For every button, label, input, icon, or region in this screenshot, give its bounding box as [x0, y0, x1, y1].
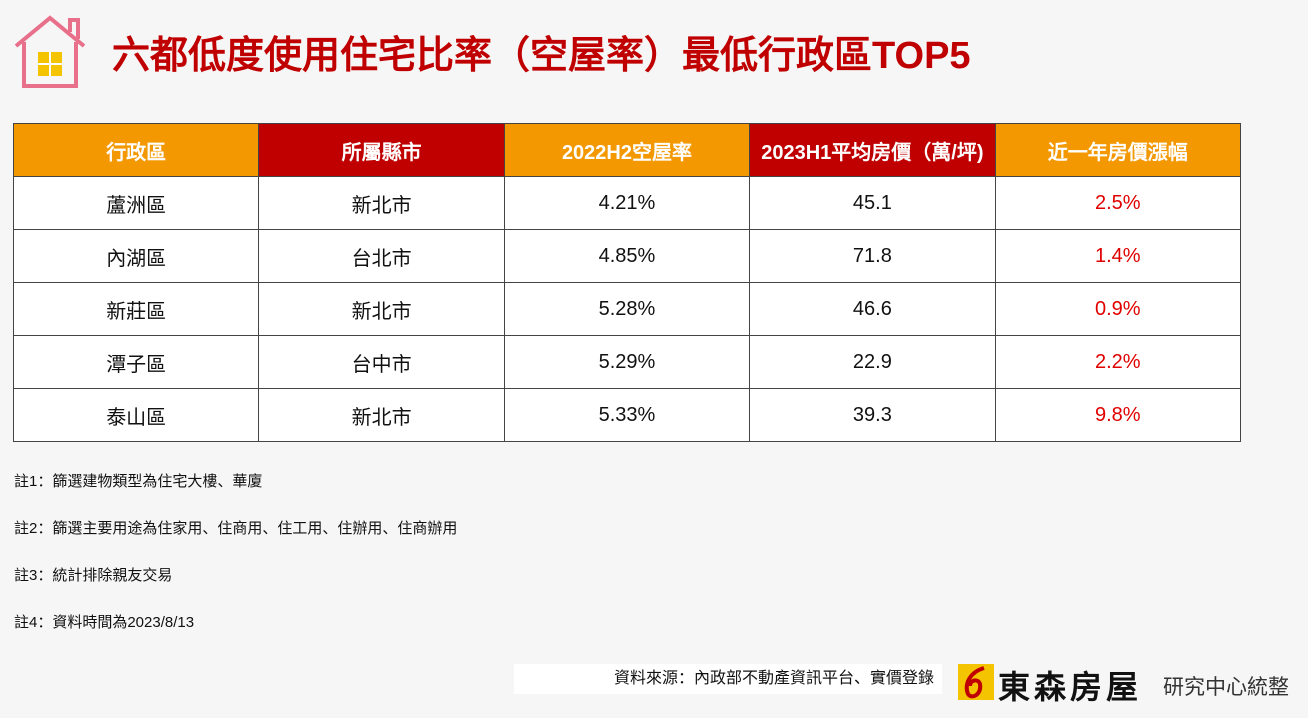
brand-name: 東森房屋 — [998, 669, 1143, 705]
table-cell: 4.85% — [503, 229, 751, 283]
brand-logo — [958, 664, 994, 700]
table-row: 內湖區 台北市 4.85% 71.8 1.4% — [12, 229, 1242, 283]
header-cell: 所屬縣市 — [258, 123, 505, 177]
table-cell: 45.1 — [749, 176, 996, 230]
table-cell: 泰山區 — [12, 388, 260, 442]
table-cell: 新北市 — [258, 282, 505, 336]
header-cell: 近一年房價漲幅 — [994, 123, 1242, 177]
table-cell: 22.9 — [749, 335, 996, 389]
table-cell: 台北市 — [258, 229, 505, 283]
note: 註1：篩選建物類型為住宅大樓、華廈 — [14, 473, 263, 490]
table-row: 潭子區 台中市 5.29% 22.9 2.2% — [12, 335, 1242, 389]
table-cell: 新北市 — [258, 176, 505, 230]
table-cell: 內湖區 — [12, 229, 260, 283]
table-cell: 潭子區 — [12, 335, 260, 389]
note: 註2：篩選主要用途為住家用、住商用、住工用、住辦用、住商辦用 — [14, 520, 458, 537]
table-cell: 台中市 — [258, 335, 505, 389]
table-cell: 2.5% — [994, 176, 1242, 230]
header-cell: 行政區 — [12, 123, 260, 177]
brand-suffix: 研究中心統整 — [1163, 676, 1289, 699]
table-cell: 71.8 — [749, 229, 996, 283]
data-table: 行政區 所屬縣市 2022H2空屋率 2023H1平均房價（萬/坪) 近一年房價漲幅 蘆… — [12, 123, 1242, 442]
table-row: 新莊區 新北市 5.28% 46.6 0.9% — [12, 282, 1242, 336]
table-cell: 39.3 — [749, 388, 996, 442]
table-cell: 0.9% — [994, 282, 1242, 336]
note: 註4：資料時間為2023/8/13 — [14, 614, 195, 631]
header-row: 行政區 所屬縣市 2022H2空屋率 2023H1平均房價（萬/坪) 近一年房價漲幅 — [12, 123, 1242, 177]
table-cell: 蘆洲區 — [12, 176, 260, 230]
table-cell: 5.28% — [503, 282, 751, 336]
house-icon — [14, 15, 86, 88]
header-cell: 2023H1平均房價（萬/坪) — [749, 123, 996, 177]
table-row: 蘆洲區 新北市 4.21% 45.1 2.5% — [12, 176, 1242, 230]
table-cell: 新莊區 — [12, 282, 260, 336]
table-cell: 5.29% — [503, 335, 751, 389]
note: 註3：統計排除親友交易 — [14, 567, 173, 584]
title: 六都低度使用住宅比率（空屋率）最低行政區TOP5 — [112, 35, 971, 77]
table-cell: 1.4% — [994, 229, 1242, 283]
table-cell: 9.8% — [994, 388, 1242, 442]
table-cell: 46.6 — [749, 282, 996, 336]
table-cell: 新北市 — [258, 388, 505, 442]
table-cell: 5.33% — [503, 388, 751, 442]
table-row: 泰山區 新北市 5.33% 39.3 9.8% — [12, 388, 1242, 442]
header-cell: 2022H2空屋率 — [503, 123, 751, 177]
table-cell: 4.21% — [503, 176, 751, 230]
table-cell: 2.2% — [994, 335, 1242, 389]
source: 資料來源：內政部不動產資訊平台、實價登錄 — [514, 664, 942, 694]
